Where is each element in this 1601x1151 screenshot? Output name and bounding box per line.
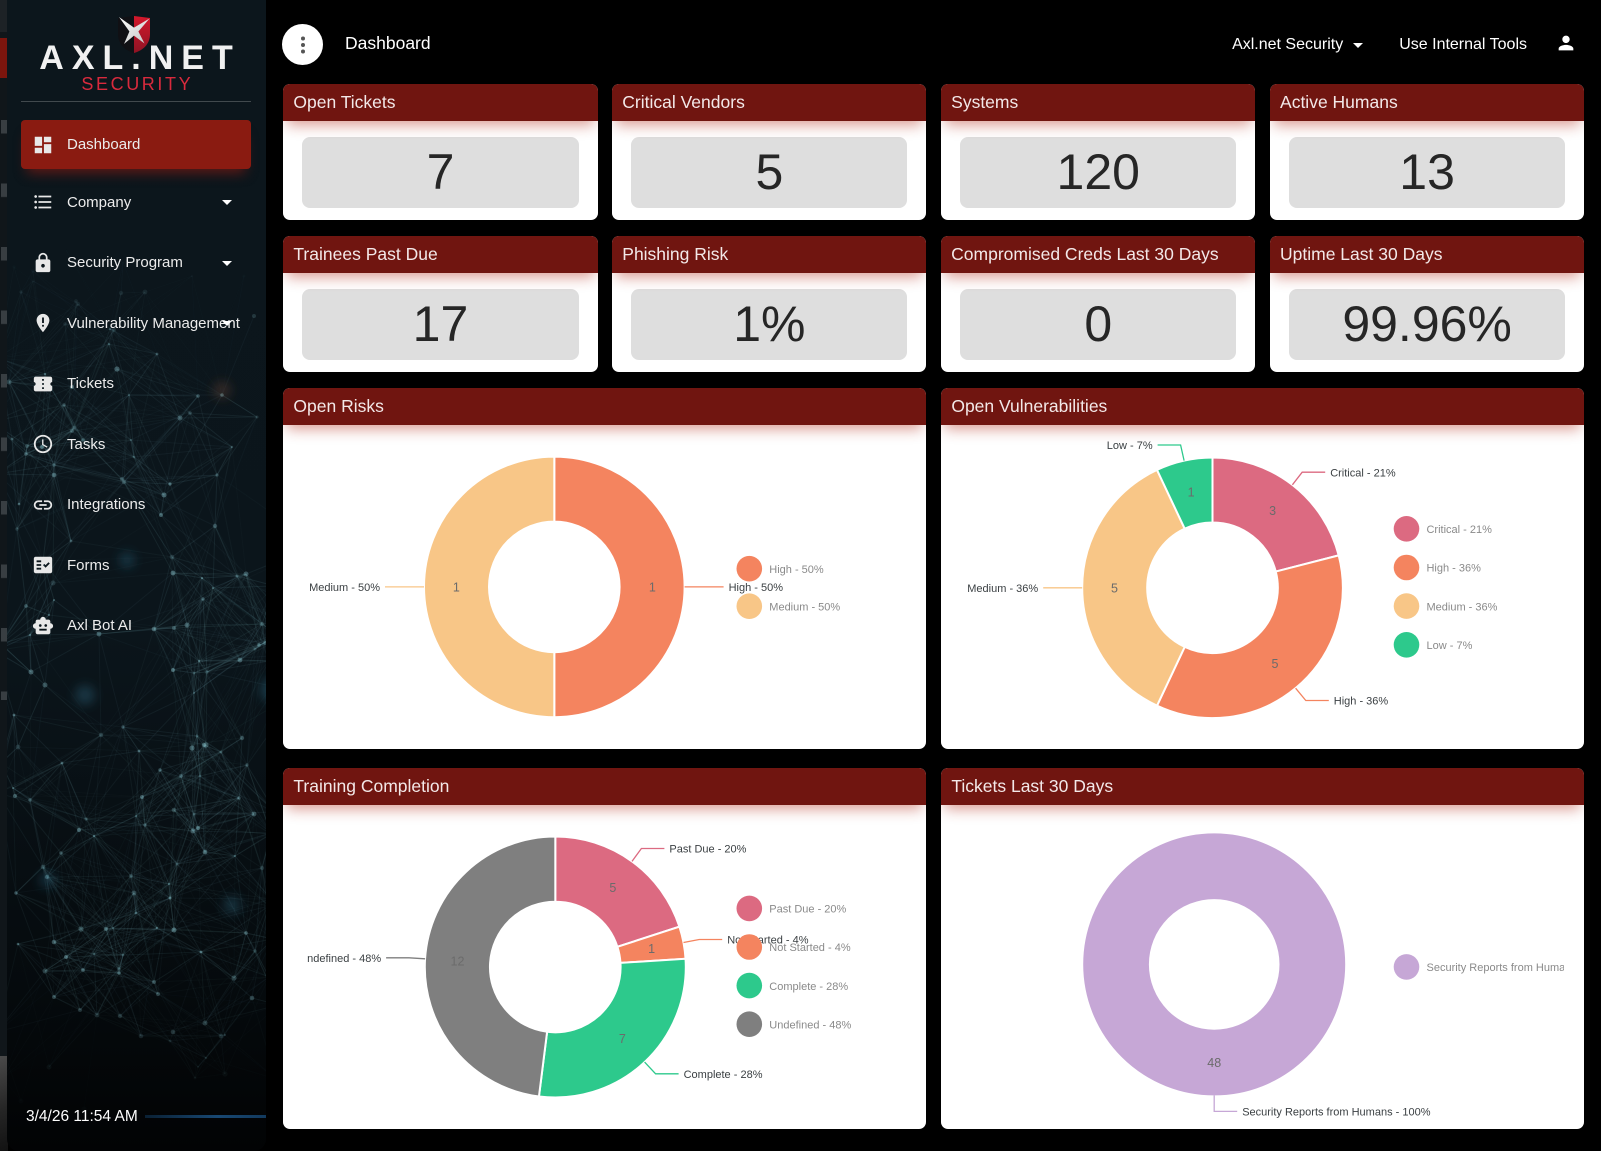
svg-text:Security Reports from Humans -: Security Reports from Humans - 100% <box>1427 962 1565 974</box>
svg-text:High - 50%: High - 50% <box>729 582 784 594</box>
svg-text:Critical - 21%: Critical - 21% <box>1427 524 1493 536</box>
svg-text:Medium - 36%: Medium - 36% <box>1427 601 1498 613</box>
svg-text:Complete - 28%: Complete - 28% <box>684 1069 763 1081</box>
svg-text:5: 5 <box>1272 657 1279 671</box>
svg-text:Security Reports from Humans -: Security Reports from Humans - 100% <box>1243 1107 1432 1119</box>
svg-text:1: 1 <box>649 942 656 956</box>
svg-text:Complete - 28%: Complete - 28% <box>770 981 849 993</box>
svg-text:ndefined - 48%: ndefined - 48% <box>307 953 381 965</box>
svg-text:Medium - 36%: Medium - 36% <box>968 583 1039 595</box>
svg-text:High - 36%: High - 36% <box>1427 563 1482 575</box>
svg-text:1: 1 <box>649 580 656 594</box>
svg-text:High - 36%: High - 36% <box>1334 696 1389 708</box>
svg-text:Not Started - 4%: Not Started - 4% <box>770 942 852 954</box>
svg-text:Low - 7%: Low - 7% <box>1107 440 1153 452</box>
svg-text:Past Due - 20%: Past Due - 20% <box>770 904 847 916</box>
svg-text:Undefined - 48%: Undefined - 48% <box>770 1019 852 1031</box>
svg-text:3: 3 <box>1269 504 1276 518</box>
svg-text:Medium - 50%: Medium - 50% <box>770 601 841 613</box>
svg-text:Critical - 21%: Critical - 21% <box>1331 467 1397 479</box>
svg-text:12: 12 <box>451 954 465 968</box>
svg-text:48: 48 <box>1208 1056 1222 1070</box>
svg-text:Medium - 50%: Medium - 50% <box>309 582 380 594</box>
svg-text:7: 7 <box>619 1032 626 1046</box>
svg-text:High - 50%: High - 50% <box>770 564 825 576</box>
svg-text:1: 1 <box>1188 486 1195 500</box>
svg-text:5: 5 <box>610 881 617 895</box>
svg-text:1: 1 <box>453 580 460 594</box>
svg-text:Past Due - 20%: Past Due - 20% <box>670 844 747 856</box>
svg-text:Low - 7%: Low - 7% <box>1427 640 1473 652</box>
svg-text:5: 5 <box>1111 581 1118 595</box>
